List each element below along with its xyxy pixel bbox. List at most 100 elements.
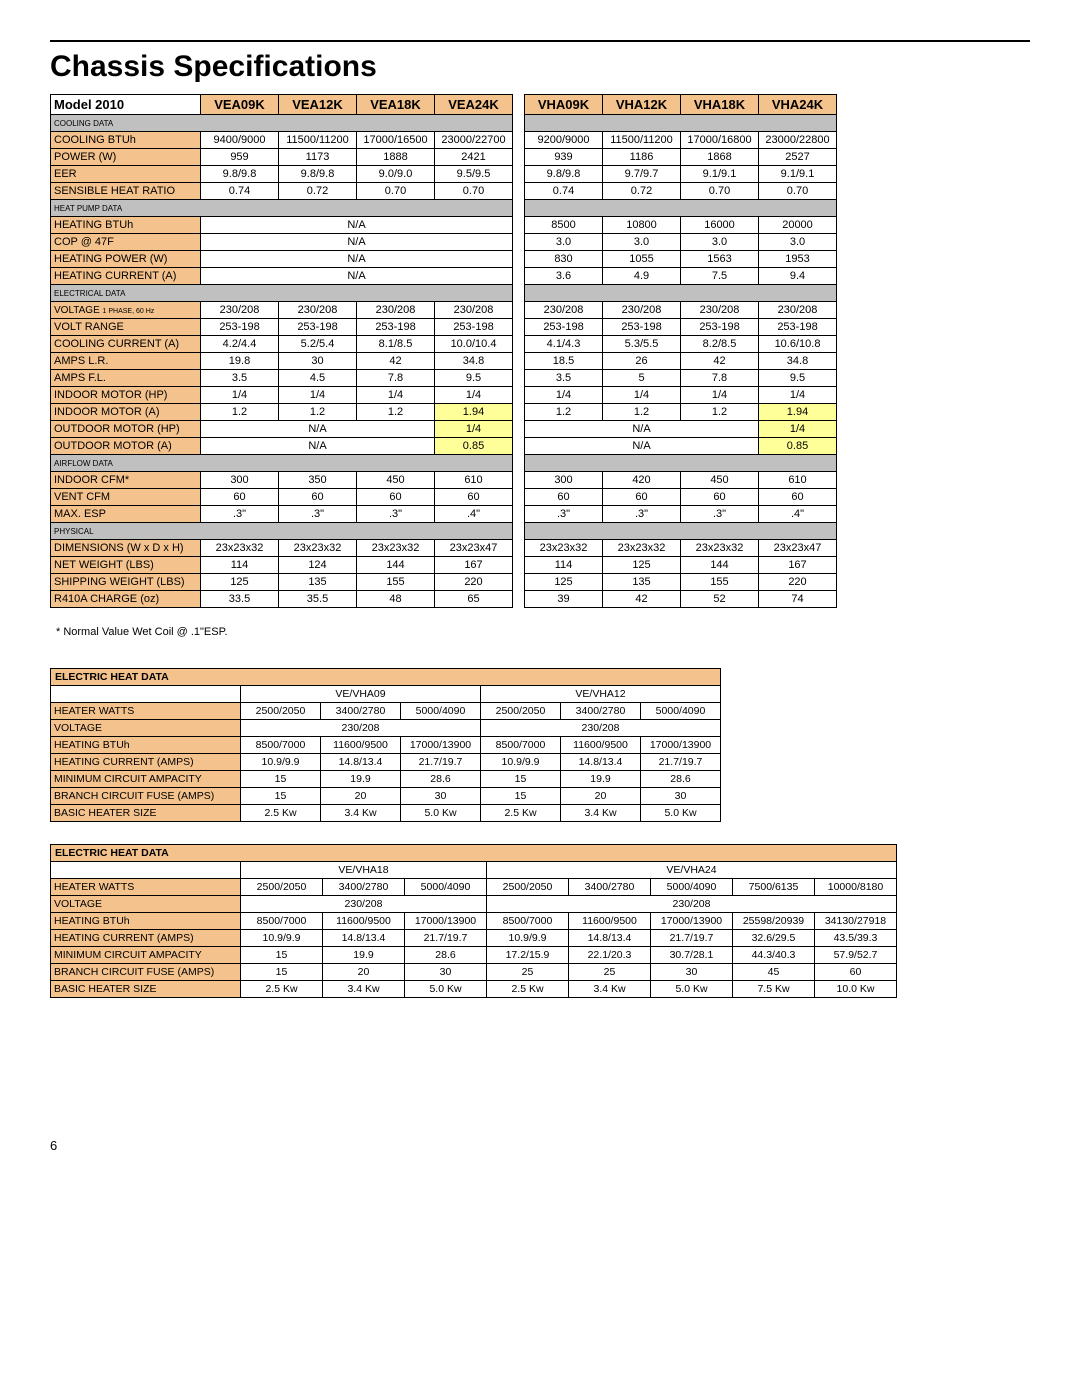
row-label: HEATING CURRENT (AMPS) xyxy=(51,930,241,947)
data-cell: 23x23x47 xyxy=(435,540,513,557)
row-label: COOLING CURRENT (A) xyxy=(51,336,201,353)
data-cell: 11600/9500 xyxy=(561,737,641,754)
row-label: MINIMUM CIRCUIT AMPACITY xyxy=(51,771,241,788)
data-cell: 450 xyxy=(357,472,435,489)
data-cell: 21.7/19.7 xyxy=(401,754,481,771)
data-cell: N/A xyxy=(201,234,513,251)
data-cell: 25598/20939 xyxy=(733,913,815,930)
data-cell: 230/208 xyxy=(357,302,435,319)
data-cell: 60 xyxy=(279,489,357,506)
data-cell: 155 xyxy=(357,574,435,591)
data-cell: 3.5 xyxy=(201,370,279,387)
data-cell: 30 xyxy=(405,964,487,981)
data-cell: 10.9/9.9 xyxy=(241,754,321,771)
data-cell: N/A xyxy=(201,217,513,234)
data-cell: 17000/13900 xyxy=(405,913,487,930)
data-cell: 21.7/19.7 xyxy=(405,930,487,947)
electric-heat-table: ELECTRIC HEAT DATA VE/VHA18VE/VHA24HEATE… xyxy=(50,844,897,998)
data-cell: 1953 xyxy=(759,251,837,268)
data-cell: 253-198 xyxy=(759,319,837,336)
data-cell: 7.8 xyxy=(681,370,759,387)
data-cell: 939 xyxy=(525,149,603,166)
data-cell: 1.2 xyxy=(603,404,681,421)
row-label: HEATING CURRENT (A) xyxy=(51,268,201,285)
data-cell: 1.94 xyxy=(759,404,837,421)
data-cell: 3.4 Kw xyxy=(321,805,401,822)
column-header: VEA18K xyxy=(357,95,435,115)
data-cell: 19.8 xyxy=(201,353,279,370)
data-cell: 5000/4090 xyxy=(651,879,733,896)
row-label: COOLING BTUh xyxy=(51,132,201,149)
data-cell: 253-198 xyxy=(201,319,279,336)
data-cell: 0.70 xyxy=(681,183,759,200)
data-cell: 2421 xyxy=(435,149,513,166)
data-cell: 9.5 xyxy=(759,370,837,387)
data-cell: 9.1/9.1 xyxy=(759,166,837,183)
data-cell: 23000/22800 xyxy=(759,132,837,149)
data-cell: 1888 xyxy=(357,149,435,166)
row-label: SHIPPING WEIGHT (LBS) xyxy=(51,574,201,591)
data-cell: 125 xyxy=(201,574,279,591)
model-label: Model 2010 xyxy=(51,95,201,115)
page-number: 6 xyxy=(50,1138,1030,1153)
data-cell: 42 xyxy=(603,591,681,608)
row-label: HEATING CURRENT (AMPS) xyxy=(51,754,241,771)
data-cell: 18.5 xyxy=(525,353,603,370)
data-cell: 155 xyxy=(681,574,759,591)
data-cell: 3.4 Kw xyxy=(323,981,405,998)
row-label-blank xyxy=(51,862,241,879)
data-cell: 15 xyxy=(481,788,561,805)
data-cell: 10800 xyxy=(603,217,681,234)
data-cell: 450 xyxy=(681,472,759,489)
data-cell: 45 xyxy=(733,964,815,981)
data-cell: 420 xyxy=(603,472,681,489)
data-cell: 60 xyxy=(603,489,681,506)
data-cell: 3400/2780 xyxy=(569,879,651,896)
data-cell: 28.6 xyxy=(401,771,481,788)
section-header: PHYSICAL xyxy=(51,523,513,540)
data-cell: 30 xyxy=(279,353,357,370)
data-cell: 2500/2050 xyxy=(481,703,561,720)
data-cell: 57.9/52.7 xyxy=(815,947,897,964)
data-cell: 8.2/8.5 xyxy=(681,336,759,353)
data-cell: 42 xyxy=(681,353,759,370)
data-cell: 23x23x32 xyxy=(279,540,357,557)
section-header-right xyxy=(525,285,837,302)
data-cell: 2.5 Kw xyxy=(481,805,561,822)
row-label: INDOOR CFM* xyxy=(51,472,201,489)
data-cell: 1.2 xyxy=(279,404,357,421)
data-cell: 8500 xyxy=(525,217,603,234)
data-cell: 20000 xyxy=(759,217,837,234)
data-cell: 5.0 Kw xyxy=(405,981,487,998)
eh-group-header: VE/VHA09 xyxy=(241,686,481,703)
data-cell: 2.5 Kw xyxy=(487,981,569,998)
data-cell: 30.7/28.1 xyxy=(651,947,733,964)
data-cell: 17000/16500 xyxy=(357,132,435,149)
section-header: ELECTRICAL DATA xyxy=(51,285,513,302)
data-cell: 1.2 xyxy=(357,404,435,421)
data-cell: 60 xyxy=(435,489,513,506)
data-cell: 21.7/19.7 xyxy=(651,930,733,947)
data-cell: 8500/7000 xyxy=(241,737,321,754)
row-label: HEATING BTUh xyxy=(51,217,201,234)
section-header: AIRFLOW DATA xyxy=(51,455,513,472)
data-cell: 610 xyxy=(435,472,513,489)
data-cell: 30 xyxy=(651,964,733,981)
data-cell: .3" xyxy=(525,506,603,523)
data-cell: 0.70 xyxy=(435,183,513,200)
section-header-right xyxy=(525,200,837,217)
data-cell: 35.5 xyxy=(279,591,357,608)
data-cell: N/A xyxy=(525,438,759,455)
data-cell: 23x23x32 xyxy=(603,540,681,557)
row-label-blank xyxy=(51,686,241,703)
data-cell: 220 xyxy=(435,574,513,591)
data-cell: 23x23x47 xyxy=(759,540,837,557)
data-cell: 4.5 xyxy=(279,370,357,387)
data-cell: 22.1/20.3 xyxy=(569,947,651,964)
data-cell: 1/4 xyxy=(201,387,279,404)
data-cell: 3.4 Kw xyxy=(569,981,651,998)
data-cell: 1/4 xyxy=(435,421,513,438)
data-cell: 4.9 xyxy=(603,268,681,285)
row-label: NET WEIGHT (LBS) xyxy=(51,557,201,574)
row-label: MAX. ESP xyxy=(51,506,201,523)
